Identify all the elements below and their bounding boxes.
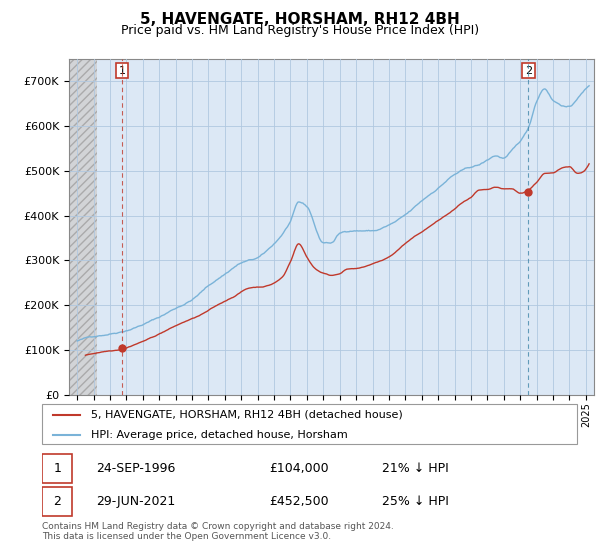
FancyBboxPatch shape	[42, 454, 72, 483]
Text: 21% ↓ HPI: 21% ↓ HPI	[382, 461, 449, 475]
Bar	[69, 59, 97, 395]
FancyBboxPatch shape	[42, 487, 72, 516]
Text: 2: 2	[53, 495, 61, 508]
Text: 5, HAVENGATE, HORSHAM, RH12 4BH (detached house): 5, HAVENGATE, HORSHAM, RH12 4BH (detache…	[91, 409, 403, 419]
Text: 24-SEP-1996: 24-SEP-1996	[96, 461, 175, 475]
Text: Contains HM Land Registry data © Crown copyright and database right 2024.
This d: Contains HM Land Registry data © Crown c…	[42, 522, 394, 542]
Text: 5, HAVENGATE, HORSHAM, RH12 4BH: 5, HAVENGATE, HORSHAM, RH12 4BH	[140, 12, 460, 27]
Text: £452,500: £452,500	[269, 495, 328, 508]
Text: HPI: Average price, detached house, Horsham: HPI: Average price, detached house, Hors…	[91, 430, 347, 440]
Text: 1: 1	[118, 66, 125, 76]
Text: Price paid vs. HM Land Registry's House Price Index (HPI): Price paid vs. HM Land Registry's House …	[121, 24, 479, 36]
Text: 29-JUN-2021: 29-JUN-2021	[96, 495, 175, 508]
FancyBboxPatch shape	[42, 404, 577, 445]
Text: 25% ↓ HPI: 25% ↓ HPI	[382, 495, 449, 508]
Text: £104,000: £104,000	[269, 461, 328, 475]
Text: 2: 2	[524, 66, 532, 76]
Text: 1: 1	[53, 461, 61, 475]
